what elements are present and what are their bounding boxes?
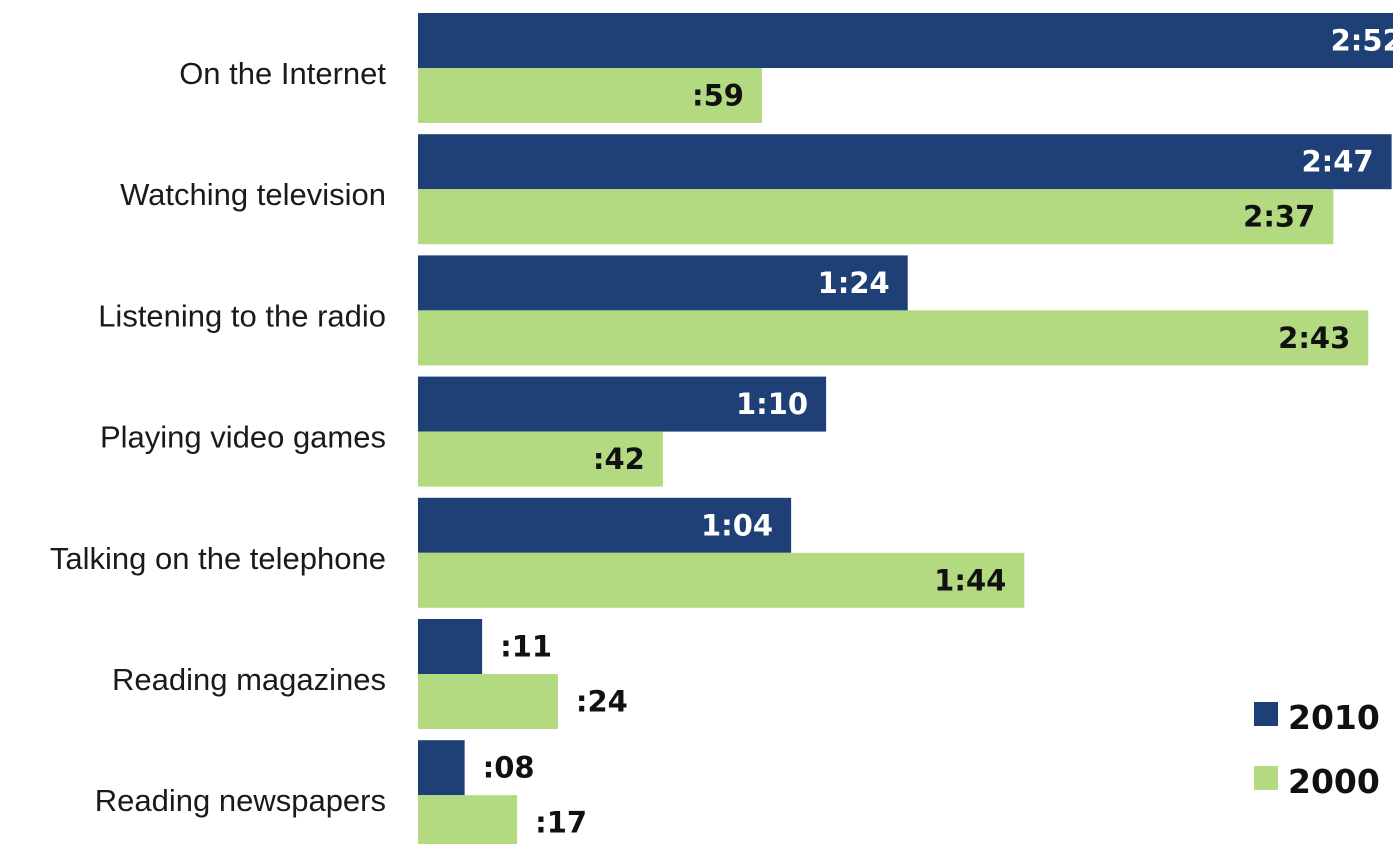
bar-2010 <box>418 255 908 311</box>
bar-value-label: 1:24 <box>818 266 890 300</box>
bar-2000 <box>418 674 558 729</box>
bar-value-label: 2:37 <box>1243 200 1315 234</box>
bar-value-label: 2:47 <box>1301 145 1373 179</box>
bar-value-label: :42 <box>593 442 645 476</box>
bar-value-label: 1:44 <box>934 563 1006 597</box>
bar-2010 <box>418 376 827 432</box>
bar-2010 <box>418 740 465 796</box>
bars <box>418 13 1393 844</box>
legend-label-2000: 2000 <box>1288 762 1380 801</box>
bar-2000 <box>418 68 762 123</box>
category-label: On the Internet <box>179 56 386 91</box>
bar-value-label: :11 <box>500 630 552 664</box>
category-label: Listening to the radio <box>98 298 386 333</box>
bar-value-label: :08 <box>483 751 535 785</box>
bar-value-label: :17 <box>535 806 587 840</box>
bar-2000 <box>418 189 1334 245</box>
bar-2010 <box>418 619 483 674</box>
category-label: Reading newspapers <box>95 783 386 818</box>
category-label: Playing video games <box>100 420 386 455</box>
bar-value-label: 2:43 <box>1278 321 1350 355</box>
bar-2000 <box>418 795 518 844</box>
bar-2010 <box>418 13 1393 68</box>
bar-value-label: :59 <box>692 79 744 113</box>
legend-swatch-2010 <box>1254 702 1278 726</box>
bar-2000 <box>418 552 1025 608</box>
category-label: Reading magazines <box>112 662 386 697</box>
legend-swatch-2000 <box>1254 766 1278 790</box>
bar-2000 <box>418 310 1369 366</box>
category-labels: On the Internet Watching television Listen… <box>50 56 386 818</box>
bar-value-labels: 2:52 :59 2:47 2:37 1:24 2:43 1:10 :42 1:04 1:44 :1… <box>483 24 1393 840</box>
bar-value-label: 1:10 <box>736 387 808 421</box>
bar-value-label: :24 <box>576 685 628 719</box>
legend-label-2010: 2010 <box>1288 698 1380 737</box>
bar-value-label: 1:04 <box>701 508 773 542</box>
bar-2000 <box>418 431 663 487</box>
bar-2010 <box>418 497 792 553</box>
bar-2010 <box>418 134 1392 190</box>
legend: 2010 2000 <box>1254 698 1380 801</box>
category-label: Watching television <box>120 177 386 212</box>
category-label: Talking on the telephone <box>50 541 386 576</box>
bar-value-label: 2:52 <box>1331 24 1393 58</box>
